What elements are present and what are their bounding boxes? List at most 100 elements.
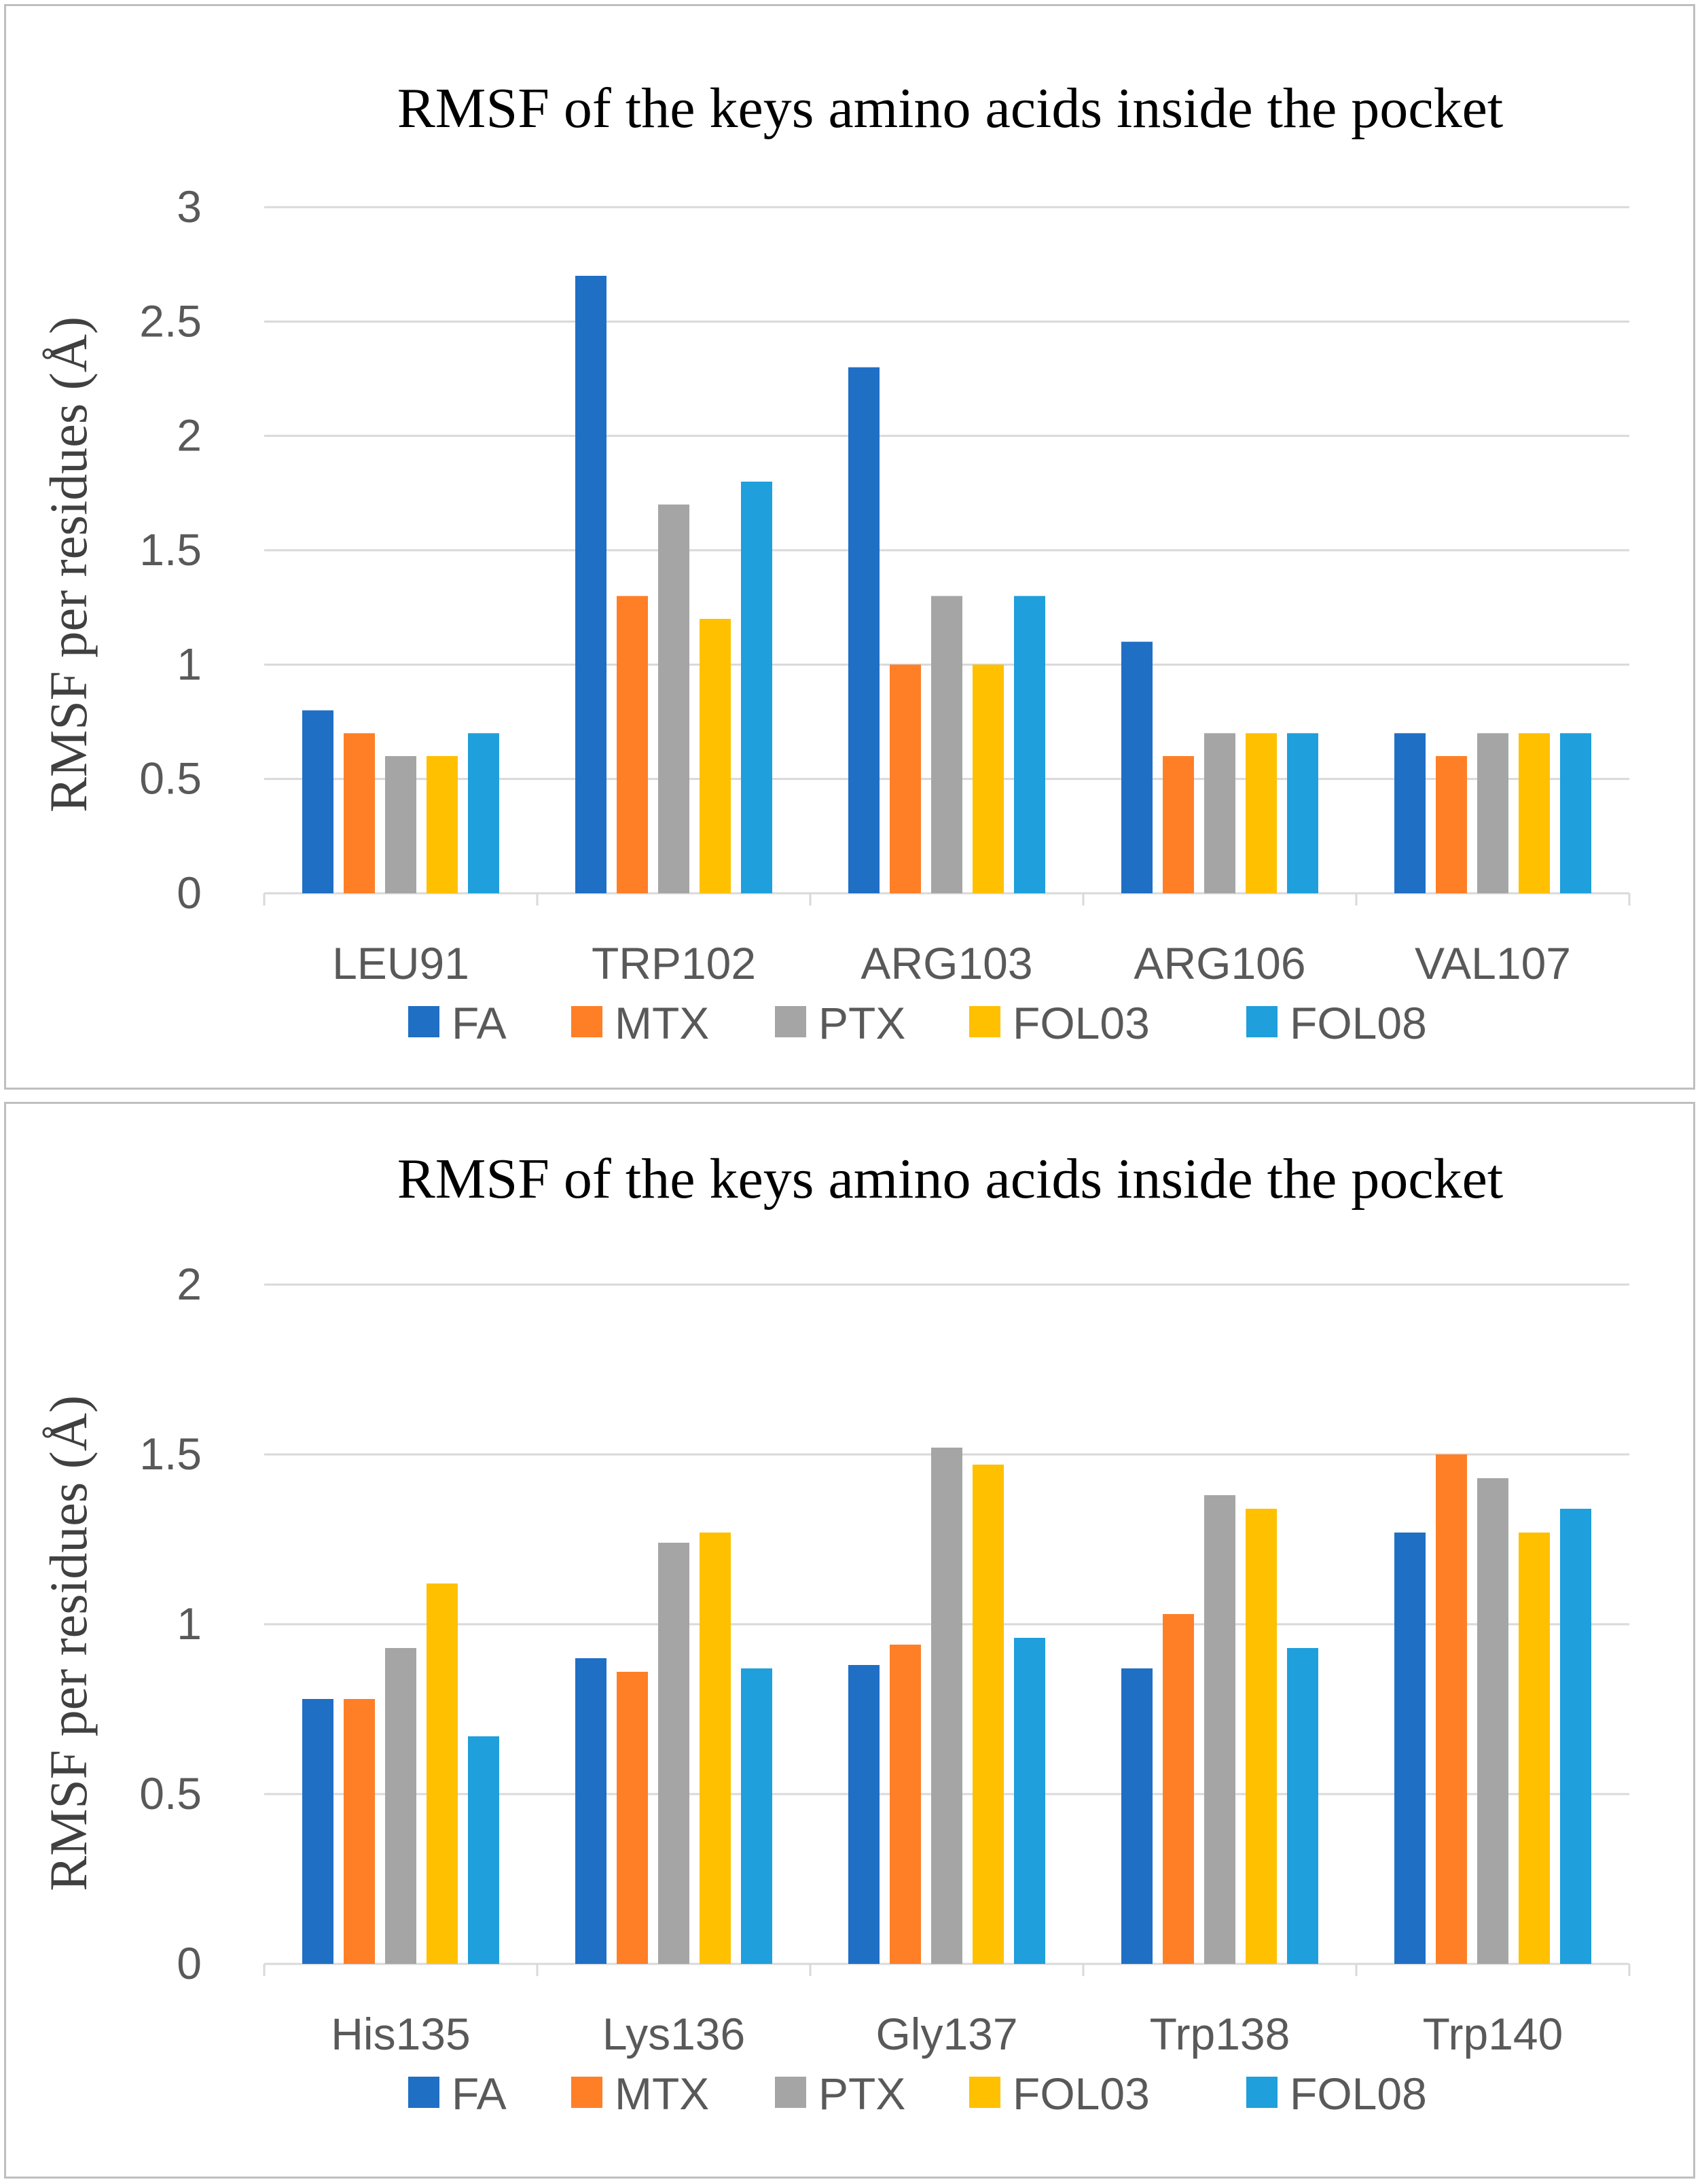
y-tick-label: 1.5 bbox=[139, 1429, 202, 1479]
legend-label-ptx: PTX bbox=[818, 2069, 905, 2119]
y-tick-label: 1 bbox=[177, 1598, 202, 1649]
bar-fa-leu91 bbox=[302, 710, 333, 893]
bar-mtx-arg106 bbox=[1163, 756, 1194, 893]
x-category-label: TRP102 bbox=[592, 938, 756, 988]
legend-swatch-fol08 bbox=[1246, 1006, 1278, 1037]
bar-ptx-trp138 bbox=[1204, 1495, 1235, 1964]
bar-fa-arg106 bbox=[1121, 641, 1153, 893]
bar-fol08-gly137 bbox=[1014, 1638, 1045, 1964]
bar-fol08-arg103 bbox=[1014, 596, 1045, 893]
bar-fol03-leu91 bbox=[427, 756, 458, 893]
legend-swatch-fol03 bbox=[969, 2077, 1000, 2108]
bar-fol03-trp140 bbox=[1519, 1533, 1550, 1964]
bar-mtx-trp102 bbox=[617, 596, 648, 893]
x-category-label: Trp140 bbox=[1423, 2009, 1563, 2059]
legend-swatch-mtx bbox=[571, 2077, 602, 2108]
legend-swatch-fa bbox=[408, 1006, 439, 1037]
bar-fa-arg103 bbox=[848, 367, 880, 893]
bar-fol03-val107 bbox=[1519, 733, 1550, 893]
x-category-label: Gly137 bbox=[875, 2009, 1017, 2059]
y-tick-label: 1.5 bbox=[139, 524, 202, 575]
x-category-label: ARG106 bbox=[1134, 938, 1305, 988]
legend-swatch-ptx bbox=[775, 1006, 806, 1037]
bar-fol08-arg106 bbox=[1287, 733, 1318, 893]
bar-mtx-trp140 bbox=[1436, 1454, 1467, 1964]
bar-ptx-arg106 bbox=[1204, 733, 1235, 893]
bar-ptx-lys136 bbox=[658, 1543, 689, 1964]
y-axis-label: RMSF per residues (Å) bbox=[39, 317, 98, 812]
bar-mtx-leu91 bbox=[344, 733, 375, 893]
bar-fa-val107 bbox=[1394, 733, 1426, 893]
bar-fol08-trp138 bbox=[1287, 1648, 1318, 1964]
bar-fol08-his135 bbox=[468, 1736, 499, 1964]
chart-title: RMSF of the keys amino acids inside the … bbox=[397, 77, 1503, 140]
x-category-label: ARG103 bbox=[861, 938, 1032, 988]
legend-label-fol03: FOL03 bbox=[1013, 998, 1150, 1048]
legend-swatch-fa bbox=[408, 2077, 439, 2108]
bar-fol08-trp102 bbox=[741, 482, 772, 893]
bar-fol03-gly137 bbox=[973, 1465, 1004, 1964]
bar-mtx-val107 bbox=[1436, 756, 1467, 893]
y-tick-label: 0.5 bbox=[139, 753, 202, 804]
bar-fa-gly137 bbox=[848, 1665, 880, 1964]
bar-ptx-trp140 bbox=[1477, 1478, 1508, 1964]
legend-swatch-ptx bbox=[775, 2077, 806, 2108]
y-tick-label: 0 bbox=[177, 867, 202, 918]
bar-fa-trp140 bbox=[1394, 1533, 1426, 1964]
bar-fa-trp102 bbox=[575, 276, 606, 893]
bar-fol03-his135 bbox=[427, 1583, 458, 1964]
legend-swatch-fol08 bbox=[1246, 2077, 1278, 2108]
chart-top: RMSF of the keys amino acids inside the … bbox=[39, 77, 1631, 1048]
x-category-label: VAL107 bbox=[1415, 938, 1571, 988]
y-tick-label: 2 bbox=[177, 1259, 202, 1309]
y-tick-label: 2 bbox=[177, 410, 202, 461]
y-tick-label: 0.5 bbox=[139, 1768, 202, 1819]
legend-label-fa: FA bbox=[452, 2069, 507, 2119]
x-category-label: LEU91 bbox=[332, 938, 469, 988]
bar-fa-lys136 bbox=[575, 1658, 606, 1964]
bar-fol08-leu91 bbox=[468, 733, 499, 893]
bar-ptx-leu91 bbox=[385, 756, 416, 893]
y-axis-label: RMSF per residues (Å) bbox=[39, 1395, 98, 1891]
chart-panel-bottom: RMSF of the keys amino acids inside the … bbox=[4, 1102, 1695, 2179]
bar-fol03-trp102 bbox=[700, 619, 731, 893]
legend-swatch-fol03 bbox=[969, 1006, 1000, 1037]
y-tick-label: 2.5 bbox=[139, 296, 202, 346]
bar-fol08-trp140 bbox=[1560, 1509, 1591, 1964]
bar-fol03-arg106 bbox=[1246, 733, 1277, 893]
y-tick-label: 1 bbox=[177, 639, 202, 689]
bar-mtx-arg103 bbox=[890, 664, 921, 893]
legend-label-fol03: FOL03 bbox=[1013, 2069, 1150, 2119]
legend-label-fol08: FOL08 bbox=[1290, 2069, 1427, 2119]
bar-ptx-val107 bbox=[1477, 733, 1508, 893]
y-tick-label: 3 bbox=[177, 181, 202, 232]
bar-mtx-lys136 bbox=[617, 1672, 648, 1964]
bar-fa-trp138 bbox=[1121, 1668, 1153, 1964]
bar-fol08-lys136 bbox=[741, 1668, 772, 1964]
bar-fa-his135 bbox=[302, 1699, 333, 1964]
chart-bottom: RMSF of the keys amino acids inside the … bbox=[39, 1147, 1631, 2119]
legend-label-fol08: FOL08 bbox=[1290, 998, 1427, 1048]
bar-fol03-trp138 bbox=[1246, 1509, 1277, 1964]
x-category-label: Lys136 bbox=[602, 2009, 745, 2059]
chart-panel-top: RMSF of the keys amino acids inside the … bbox=[4, 4, 1695, 1090]
bar-fol08-val107 bbox=[1560, 733, 1591, 893]
legend-label-mtx: MTX bbox=[615, 998, 709, 1048]
x-category-label: His135 bbox=[331, 2009, 470, 2059]
x-category-label: Trp138 bbox=[1150, 2009, 1290, 2059]
legend-label-mtx: MTX bbox=[615, 2069, 709, 2119]
bar-ptx-arg103 bbox=[931, 596, 962, 893]
y-tick-label: 0 bbox=[177, 1938, 202, 1988]
chart-title: RMSF of the keys amino acids inside the … bbox=[397, 1147, 1503, 1211]
legend-label-fa: FA bbox=[452, 998, 507, 1048]
bar-mtx-gly137 bbox=[890, 1645, 921, 1964]
bar-ptx-trp102 bbox=[658, 504, 689, 893]
legend-swatch-mtx bbox=[571, 1006, 602, 1037]
bar-fol03-arg103 bbox=[973, 664, 1004, 893]
legend-label-ptx: PTX bbox=[818, 998, 905, 1048]
bar-ptx-gly137 bbox=[931, 1448, 962, 1964]
bar-ptx-his135 bbox=[385, 1648, 416, 1964]
bar-mtx-his135 bbox=[344, 1699, 375, 1964]
bar-mtx-trp138 bbox=[1163, 1614, 1194, 1964]
bar-fol03-lys136 bbox=[700, 1533, 731, 1964]
